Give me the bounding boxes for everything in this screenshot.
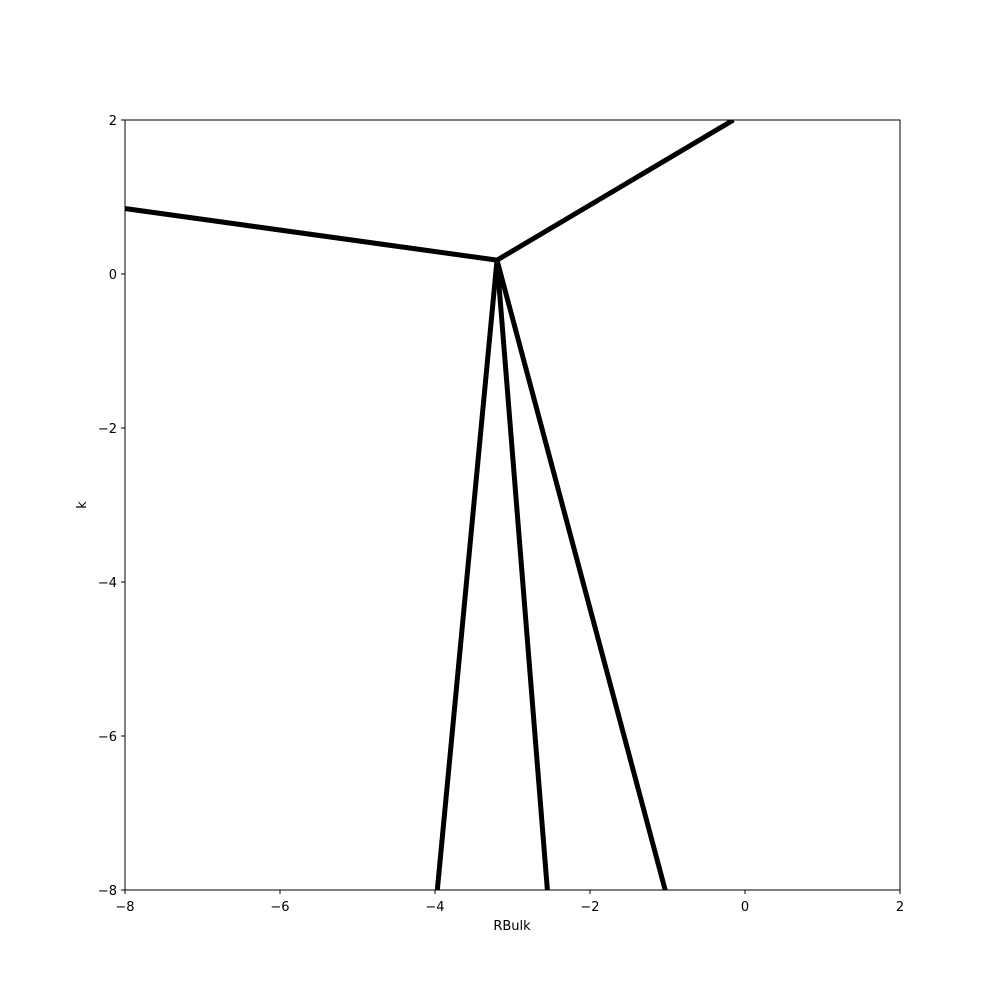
y-tick-label: −6	[98, 730, 117, 745]
series-line-2	[495, 120, 735, 263]
y-axis-ticks: −8 −6 −4 −2 0 2	[98, 114, 125, 899]
series-lines	[125, 120, 735, 890]
y-tick-label: 2	[109, 114, 117, 129]
x-tick-label: 0	[741, 900, 749, 915]
x-tick-label: −6	[270, 900, 289, 915]
plot-background	[125, 120, 900, 890]
x-axis-label: RBulk	[493, 919, 531, 934]
y-tick-label: −4	[98, 576, 117, 591]
series-line-1	[125, 206, 498, 263]
x-tick-label: −2	[580, 900, 599, 915]
y-axis-label: k	[75, 501, 90, 509]
series-line-3	[434, 259, 500, 890]
y-tick-label: 0	[109, 268, 117, 283]
x-tick-label: −4	[425, 900, 444, 915]
y-tick-label: −8	[98, 884, 117, 899]
series-line-5	[494, 259, 668, 890]
y-tick-label: −2	[98, 422, 117, 437]
series-line-4	[494, 259, 550, 890]
plot-frame	[124, 119, 901, 891]
x-tick-label: 2	[896, 900, 904, 915]
x-axis-ticks: −8 −6 −4 −2 0 2	[115, 890, 904, 915]
x-tick-label: −8	[115, 900, 134, 915]
